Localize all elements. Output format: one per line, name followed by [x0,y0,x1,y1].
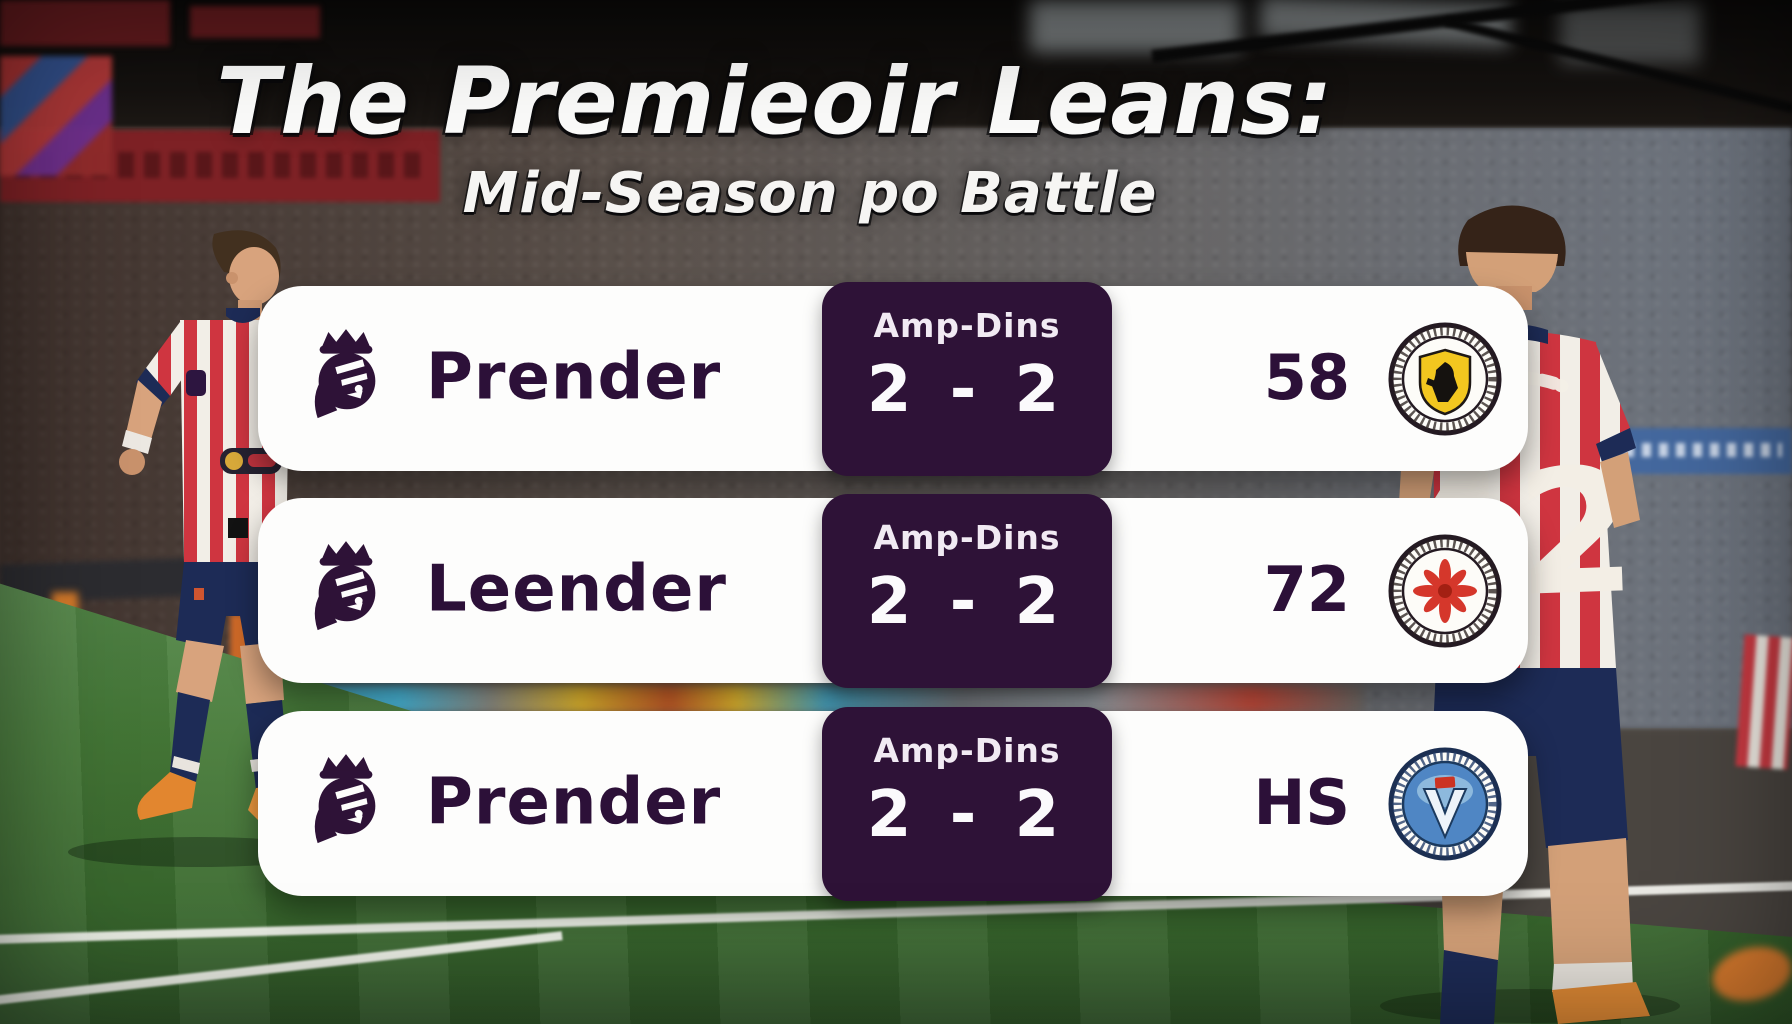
fixture-label: Amp-Dins [873,731,1061,770]
fixture-label: Amp-Dins [873,518,1061,557]
stand-red-block [0,0,170,46]
orange-boot [1552,982,1650,1024]
score-box: Amp-Dins 2 - 2 [822,707,1112,901]
blue-v-crest-icon [1388,747,1502,860]
team-name: Leender [426,552,727,627]
wrist-tape [122,430,152,454]
score-value: 2 - 2 [866,565,1068,639]
premier-league-lion-icon [314,328,376,418]
page-title: The Premieoir Leans: [216,48,1334,155]
stat-value: HS [1253,765,1350,839]
team-name: Prender [426,765,722,840]
stat-value: 58 [1263,340,1350,414]
premier-league-lion-icon [314,540,376,630]
advertising-board [244,684,1364,714]
score-row: Prender Amp-Dins 2 - 2 58 [258,282,1528,476]
score-box: Amp-Dins 2 - 2 [822,282,1112,476]
score-value: 2 - 2 [866,353,1068,427]
black-patch [228,518,248,538]
yellow-shield-crest-icon [1388,322,1502,435]
orange-boot [137,772,196,820]
fixture-label: Amp-Dins [873,306,1061,345]
score-row: Leender Amp-Dins 2 - 2 72 [258,494,1528,688]
red-star-crest-icon [1388,534,1502,647]
striped-flag-fragment [1735,634,1792,770]
player-hair [1458,205,1566,266]
sign-blur-text [1608,443,1782,457]
score-box: Amp-Dins 2 - 2 [822,494,1112,688]
sleeve-patch-icon [186,370,206,396]
score-value: 2 - 2 [866,778,1068,852]
team-name: Prender [426,340,722,415]
corner-flag-banner [0,56,112,176]
score-row: Prender Amp-Dins 2 - 2 HS [258,707,1528,901]
player-face [229,247,279,305]
premier-league-lion-icon [314,753,376,843]
headline-block: The Premieoir Leans: Mid-Season po Battl… [120,48,1430,226]
page-subtitle: Mid-Season po Battle [462,161,1158,226]
stand-red-block [190,6,320,38]
stat-value: 72 [1263,552,1350,626]
